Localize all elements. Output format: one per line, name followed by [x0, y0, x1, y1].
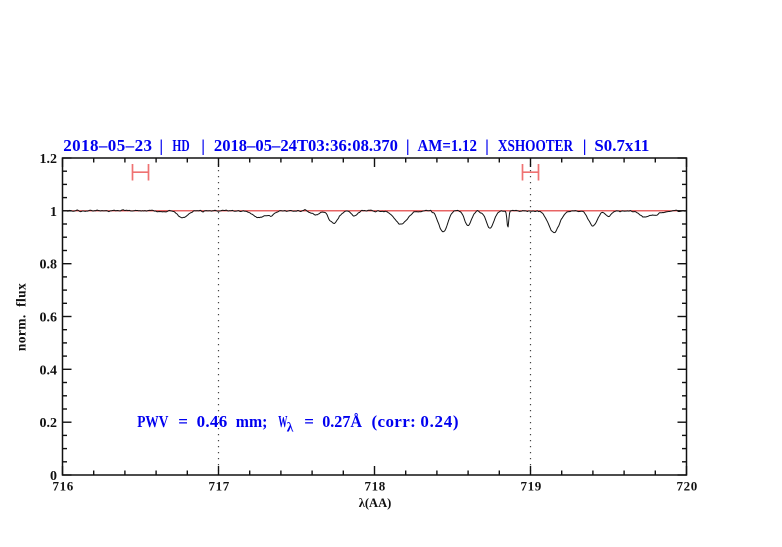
- svg-text:=: =: [304, 412, 314, 431]
- svg-text:720: 720: [677, 478, 698, 493]
- svg-text:717: 717: [209, 478, 230, 493]
- svg-text:1.2: 1.2: [40, 152, 58, 167]
- svg-text:0.2: 0.2: [40, 416, 58, 431]
- svg-text:(corr:: (corr:: [372, 412, 416, 431]
- svg-text:0.27Å: 0.27Å: [322, 412, 363, 431]
- svg-text:λ(AA): λ(AA): [359, 496, 392, 510]
- svg-text:|: |: [583, 136, 587, 155]
- svg-text:W: W: [278, 412, 287, 431]
- svg-text:0.4: 0.4: [40, 363, 58, 378]
- svg-text:|: |: [485, 136, 489, 155]
- svg-text:λ: λ: [287, 419, 294, 434]
- svg-text:0: 0: [50, 469, 57, 484]
- svg-text:2018–05–23: 2018–05–23: [63, 136, 152, 155]
- svg-text:0.8: 0.8: [40, 258, 58, 273]
- svg-text:0.46: 0.46: [197, 412, 228, 431]
- svg-text:|: |: [159, 136, 163, 155]
- svg-text:719: 719: [521, 478, 542, 493]
- svg-text:0.24): 0.24): [420, 412, 458, 431]
- svg-text:norm. flux: norm. flux: [13, 283, 28, 351]
- svg-text:718: 718: [365, 478, 386, 493]
- svg-text:=: =: [178, 412, 188, 431]
- svg-text:1: 1: [50, 205, 57, 220]
- svg-text:716: 716: [53, 478, 74, 493]
- svg-text:2018–05–24T03:36:08.370: 2018–05–24T03:36:08.370: [214, 136, 398, 155]
- svg-text:AM=1.12: AM=1.12: [418, 136, 477, 155]
- svg-text:PWV: PWV: [137, 412, 169, 431]
- svg-text:XSHOOTER: XSHOOTER: [498, 136, 574, 155]
- svg-text:|: |: [406, 136, 410, 155]
- svg-text:|: |: [201, 136, 205, 155]
- svg-text:S0.7x11: S0.7x11: [594, 136, 649, 155]
- svg-text:mm;: mm;: [236, 412, 268, 431]
- svg-text:HD: HD: [172, 136, 189, 155]
- svg-text:0.6: 0.6: [40, 311, 58, 326]
